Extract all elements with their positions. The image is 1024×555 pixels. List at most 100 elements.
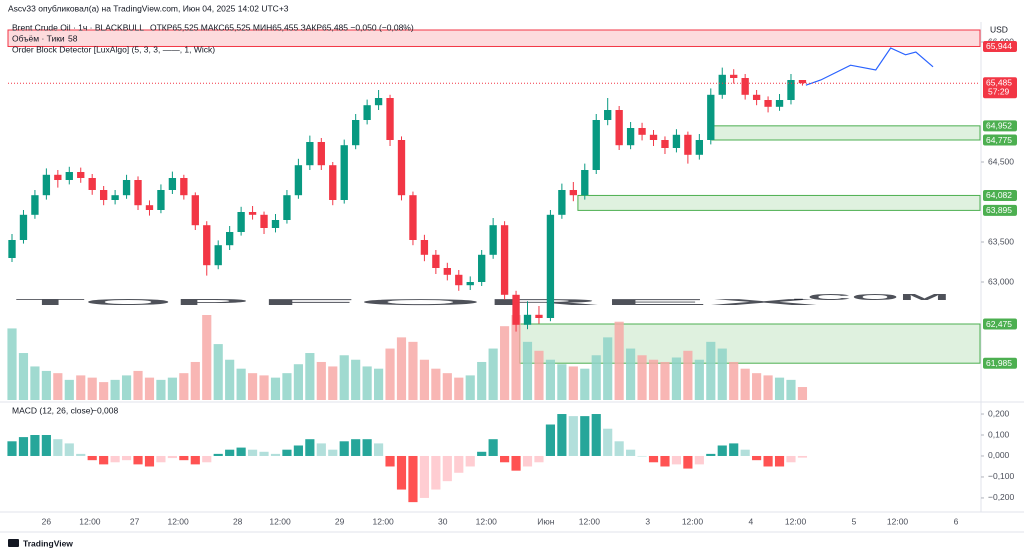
volume-bar bbox=[671, 357, 682, 400]
macd-bar bbox=[706, 453, 716, 456]
candle-body bbox=[134, 180, 142, 206]
macd-bar bbox=[522, 455, 533, 467]
volume-bar bbox=[53, 373, 63, 400]
volume-bar bbox=[534, 350, 544, 400]
order-block bbox=[7, 29, 981, 47]
x-tick-label: 28 bbox=[233, 516, 243, 526]
candle-body bbox=[581, 170, 589, 196]
volume-bar bbox=[683, 350, 693, 400]
candle-body bbox=[283, 195, 291, 220]
x-tick-label: 30 bbox=[438, 516, 448, 526]
macd-bar bbox=[740, 449, 750, 456]
volume-bar bbox=[167, 377, 177, 400]
candle-body bbox=[99, 190, 108, 200]
x-tick-label: 5 bbox=[852, 516, 857, 526]
volume-bar bbox=[591, 355, 601, 400]
publisher: Ascv33 опубликовал(а) на TradingView.com… bbox=[8, 3, 289, 13]
candle-body bbox=[191, 195, 199, 226]
candle-body bbox=[638, 128, 646, 135]
order-block bbox=[711, 125, 981, 141]
macd-bar bbox=[213, 453, 223, 456]
macd-bar bbox=[133, 455, 143, 465]
x-tick-label: 12:00 bbox=[79, 516, 101, 526]
candle-body bbox=[764, 100, 772, 107]
macd-bar bbox=[729, 443, 739, 456]
macd-bar bbox=[179, 455, 189, 461]
volume-bar bbox=[717, 348, 727, 400]
macd-bar bbox=[270, 453, 281, 456]
macd-bar bbox=[465, 455, 475, 467]
y-tick-label: 63,500 bbox=[988, 236, 1014, 246]
volume-bar bbox=[99, 382, 109, 400]
candle-body bbox=[455, 274, 463, 286]
macd-bar bbox=[53, 439, 63, 456]
watermark-part: .COM bbox=[790, 292, 950, 302]
macd-bar bbox=[76, 453, 86, 456]
macd-bar bbox=[293, 445, 303, 456]
volume-bar bbox=[454, 377, 464, 400]
macd-bar bbox=[614, 441, 624, 456]
macd-bar bbox=[637, 455, 647, 457]
watermark: TOP FOREX .COM bbox=[15, 292, 950, 307]
x-tick-label: 12:00 bbox=[579, 516, 601, 526]
candle-body bbox=[203, 225, 211, 266]
symbol-title: Brent Crude Oil · 1ч · BLACKBULL bbox=[12, 22, 144, 32]
x-tick-label: 4 bbox=[749, 516, 754, 526]
candle-body bbox=[500, 225, 509, 295]
volume-bar bbox=[626, 348, 636, 400]
macd-bar bbox=[419, 455, 429, 498]
candle-body bbox=[19, 214, 28, 240]
x-tick-label: 12:00 bbox=[269, 516, 291, 526]
macd-bar bbox=[694, 455, 704, 465]
volume-bar bbox=[522, 341, 533, 400]
volume-bar bbox=[339, 355, 349, 400]
candle-body bbox=[489, 225, 497, 255]
x-tick-label: Июн bbox=[537, 516, 554, 526]
volume-bar bbox=[236, 368, 246, 400]
macd-bar bbox=[236, 447, 246, 456]
macd-bar bbox=[557, 414, 567, 456]
candle-body bbox=[787, 80, 795, 100]
volume-bar bbox=[557, 364, 567, 400]
candle-body bbox=[225, 232, 234, 246]
candle-body bbox=[340, 145, 348, 200]
macd-bar bbox=[500, 455, 510, 463]
macd-bar bbox=[408, 455, 418, 503]
volume-bar bbox=[568, 366, 578, 400]
candle-body bbox=[558, 190, 566, 215]
macd-bar bbox=[752, 455, 762, 461]
watermark-part: FOREX bbox=[258, 297, 824, 307]
candle-body bbox=[65, 172, 73, 180]
y-tick-label: 0,000 bbox=[988, 450, 1010, 460]
x-tick-label: 12:00 bbox=[373, 516, 395, 526]
macd-bar bbox=[339, 441, 349, 456]
macd-bar bbox=[190, 455, 200, 465]
candle-body bbox=[271, 220, 280, 228]
macd-bar bbox=[580, 416, 590, 456]
macd-bar bbox=[259, 451, 269, 456]
candle-body bbox=[374, 98, 383, 106]
y-tick-label: 64,500 bbox=[988, 156, 1014, 166]
macd-bar bbox=[87, 455, 97, 461]
price-label: 63,895 bbox=[986, 205, 1012, 215]
price-label: 65,944 bbox=[986, 41, 1012, 51]
candle-body bbox=[31, 195, 39, 215]
macd-title: MACD (12, 26, close) bbox=[12, 405, 93, 415]
macd-bar bbox=[282, 449, 292, 456]
volume-bar bbox=[213, 344, 223, 400]
volume-bar bbox=[362, 366, 372, 400]
macd-bar bbox=[660, 455, 670, 467]
volume-value: 58 bbox=[68, 33, 78, 43]
y-tick-label: 63,000 bbox=[988, 276, 1014, 286]
order-block bbox=[577, 194, 981, 211]
macd-value: −0,008 bbox=[92, 405, 119, 415]
macd-bar bbox=[385, 455, 395, 467]
volume-bar bbox=[488, 348, 498, 400]
candle-body bbox=[145, 205, 154, 210]
volume-bar bbox=[419, 359, 429, 400]
candle-body bbox=[798, 80, 807, 84]
macd-bar bbox=[603, 428, 613, 456]
candle-body bbox=[214, 245, 222, 266]
x-tick-label: 6 bbox=[954, 516, 959, 526]
